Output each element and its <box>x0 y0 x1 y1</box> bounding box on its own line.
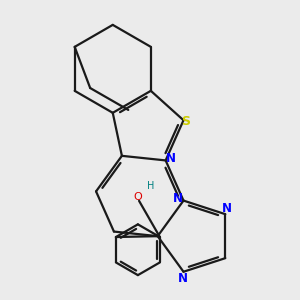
Text: N: N <box>178 272 188 285</box>
Text: N: N <box>222 202 232 215</box>
Text: S: S <box>181 115 190 128</box>
Text: H: H <box>147 181 154 191</box>
Text: N: N <box>166 152 176 165</box>
Text: O: O <box>133 192 142 202</box>
Text: N: N <box>173 192 183 205</box>
